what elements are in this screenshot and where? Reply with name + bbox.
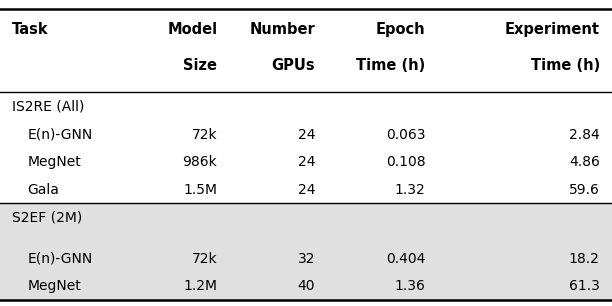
Text: 1.32: 1.32 — [395, 183, 425, 197]
Text: E(n)-GNN: E(n)-GNN — [28, 128, 93, 142]
Text: S2EF (2M): S2EF (2M) — [12, 210, 83, 224]
Text: 2.84: 2.84 — [569, 128, 600, 142]
Text: 18.2: 18.2 — [569, 252, 600, 266]
Text: MegNet: MegNet — [28, 279, 81, 293]
Text: Time (h): Time (h) — [356, 58, 425, 73]
Text: GPUs: GPUs — [272, 58, 315, 73]
Text: 24: 24 — [297, 183, 315, 197]
Text: Epoch: Epoch — [376, 21, 425, 37]
Text: Experiment: Experiment — [505, 21, 600, 37]
Text: 986k: 986k — [182, 155, 217, 169]
Bar — [0, 203, 612, 300]
Text: 24: 24 — [297, 128, 315, 142]
Text: Gala: Gala — [28, 183, 59, 197]
Text: 0.108: 0.108 — [386, 155, 425, 169]
Text: 61.3: 61.3 — [569, 279, 600, 293]
Text: 59.6: 59.6 — [569, 183, 600, 197]
Text: E(n)-GNN: E(n)-GNN — [28, 252, 93, 266]
Text: 24: 24 — [297, 155, 315, 169]
Text: 4.86: 4.86 — [569, 155, 600, 169]
Text: 1.5M: 1.5M — [183, 183, 217, 197]
Text: MegNet: MegNet — [28, 155, 81, 169]
Text: 1.36: 1.36 — [395, 279, 425, 293]
Text: Size: Size — [183, 58, 217, 73]
Text: 0.404: 0.404 — [386, 252, 425, 266]
Text: Time (h): Time (h) — [531, 58, 600, 73]
Text: 40: 40 — [297, 279, 315, 293]
Text: 32: 32 — [297, 252, 315, 266]
Text: 1.2M: 1.2M — [183, 279, 217, 293]
Text: 0.063: 0.063 — [386, 128, 425, 142]
Text: Task: Task — [12, 21, 49, 37]
Text: 72k: 72k — [192, 252, 217, 266]
Text: Number: Number — [250, 21, 315, 37]
Text: 72k: 72k — [192, 128, 217, 142]
Text: Model: Model — [167, 21, 217, 37]
Text: IS2RE (All): IS2RE (All) — [12, 99, 84, 113]
